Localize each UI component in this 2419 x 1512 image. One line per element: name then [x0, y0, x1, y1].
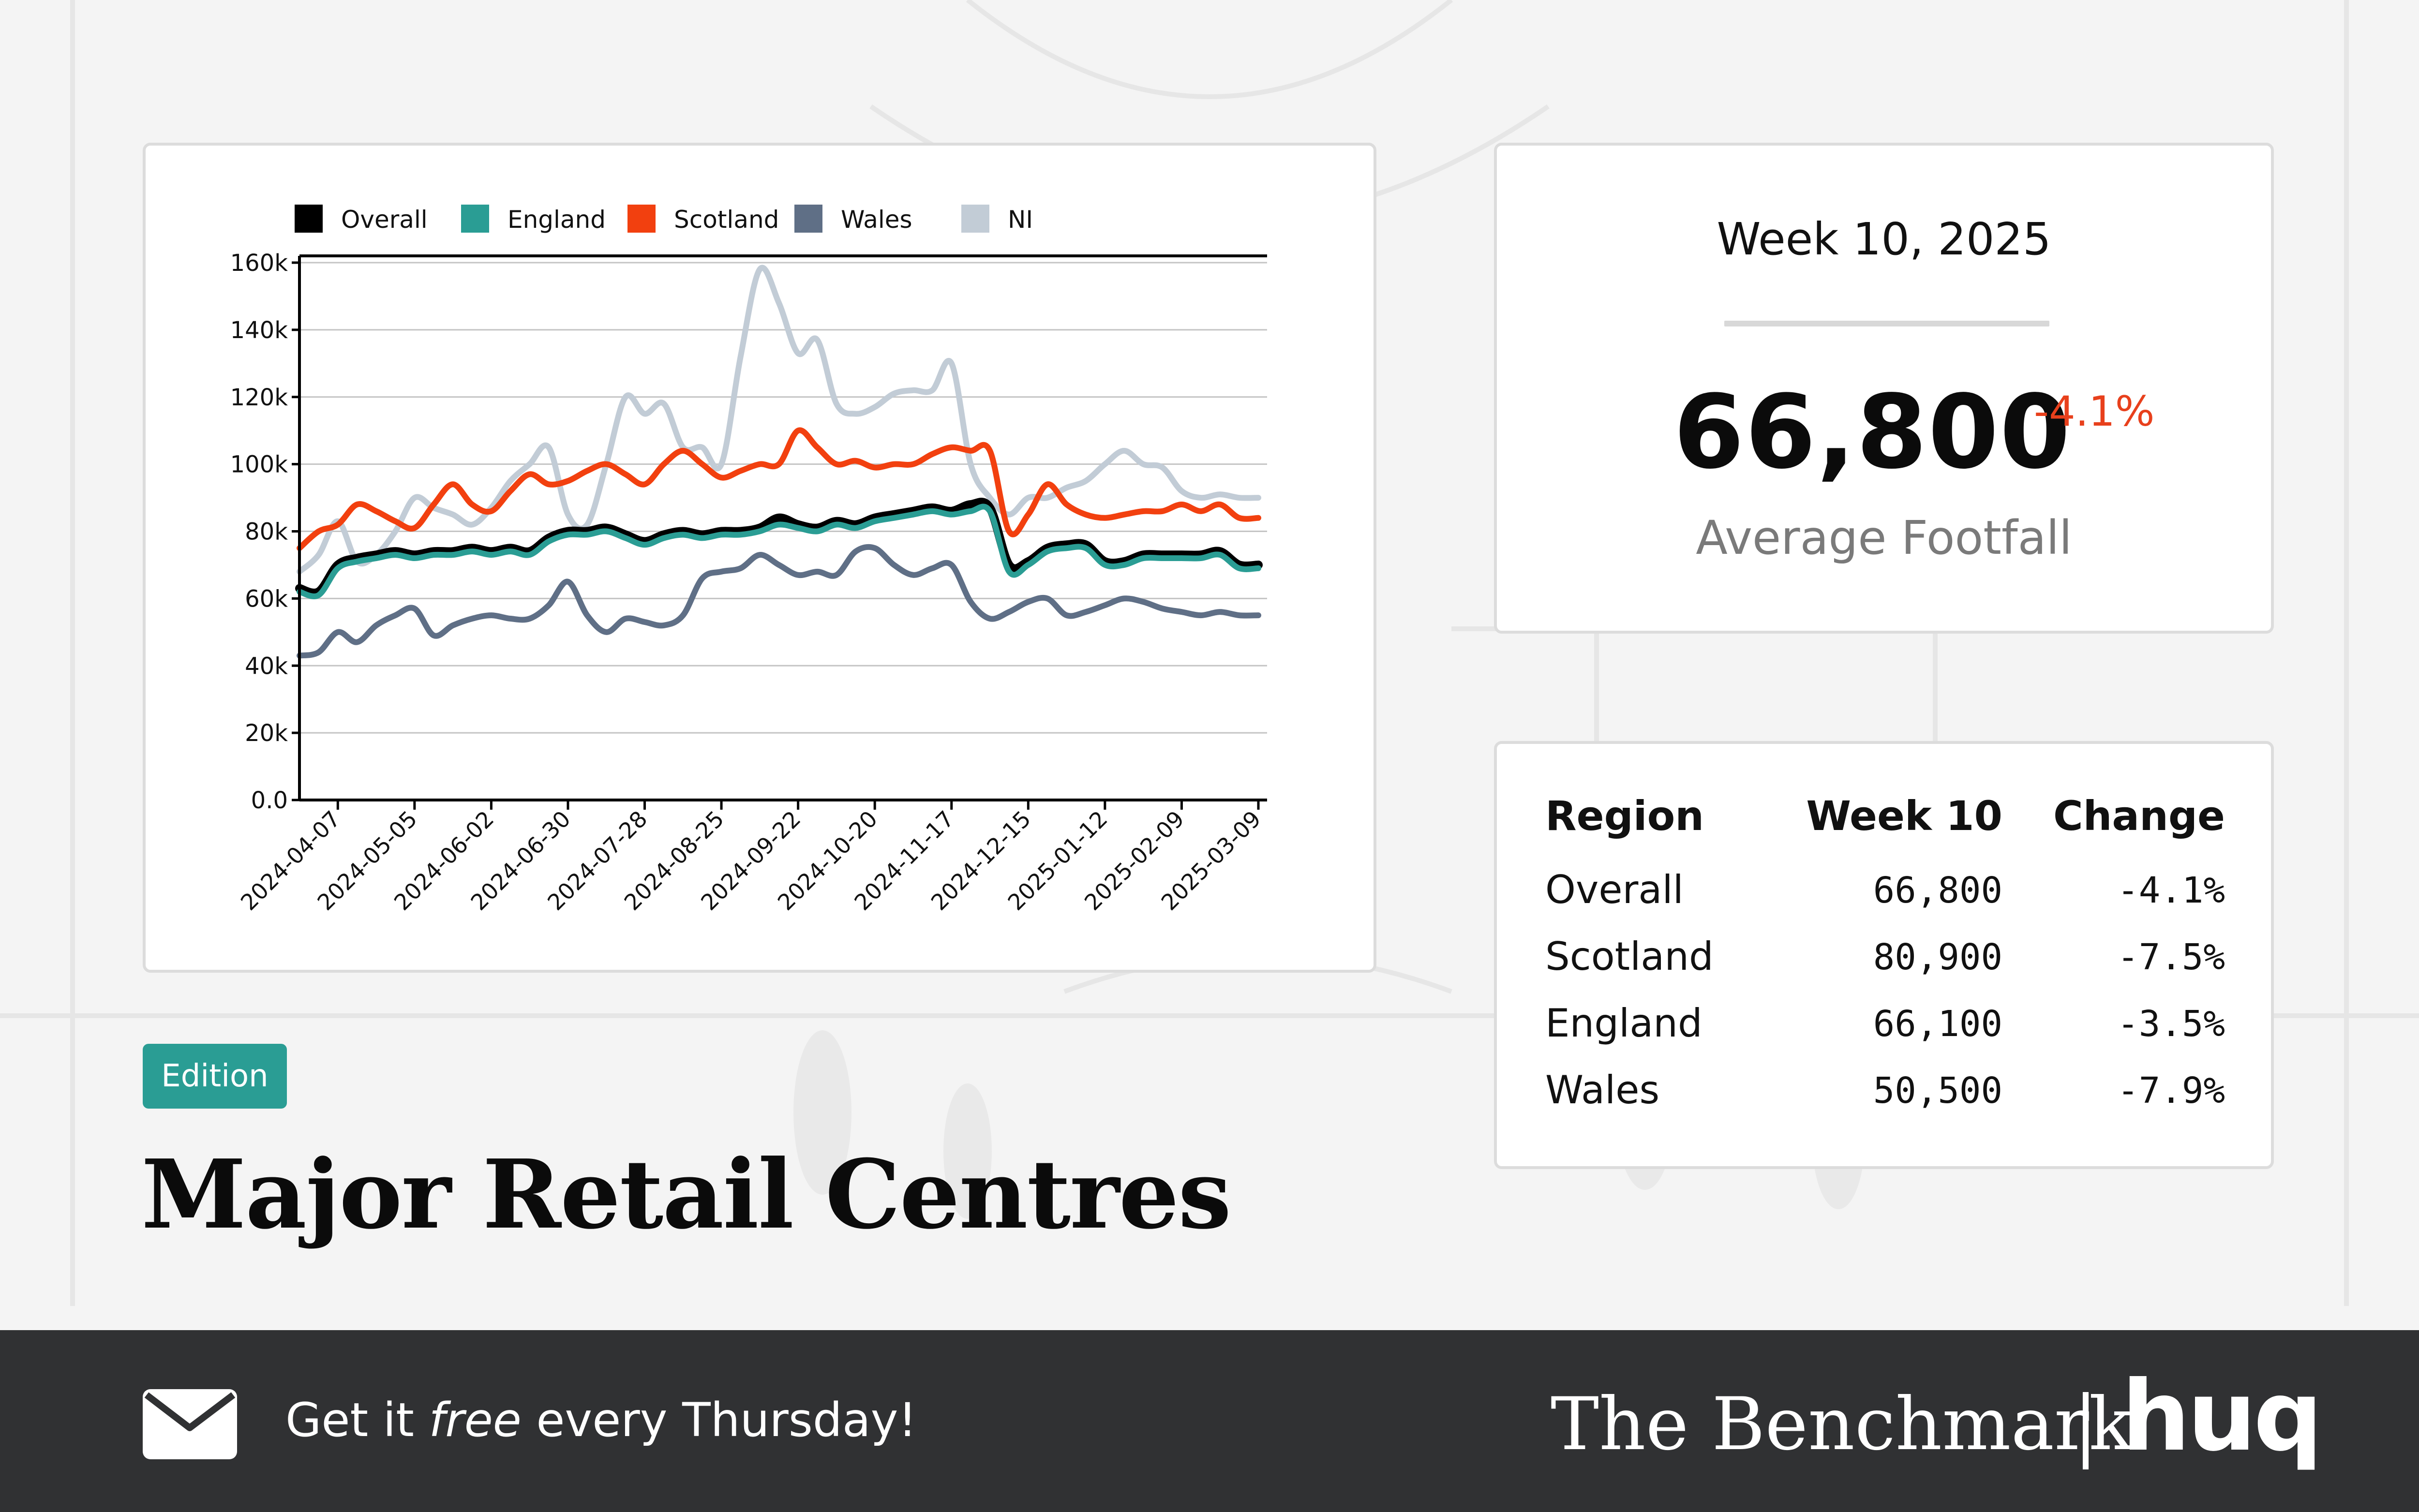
region-table-card: Region Week 10 Change Overall 66,800 -4.…	[1494, 741, 2274, 1169]
y-tick-label: 0.0	[251, 787, 288, 814]
y-tick-label: 140k	[230, 317, 288, 344]
table-header-region: Region	[1545, 792, 1704, 840]
table-row-region: Wales	[1545, 1067, 1660, 1112]
kpi-divider	[1724, 321, 2049, 326]
chart-card: 0.0 20k 40k 60k 80k 100k 120k 140k 160k 2024-04-0…	[143, 143, 1376, 973]
legend-swatch-scotland	[627, 205, 656, 233]
legend-swatch-wales	[794, 205, 822, 233]
table-row-week: 66,800	[1873, 870, 2002, 911]
series-line-wales	[297, 544, 1261, 659]
y-tick-label: 160k	[230, 250, 288, 277]
table-header-change: Change	[2053, 792, 2225, 840]
series-line-ni	[297, 265, 1261, 575]
tagline-post: every Thursday!	[521, 1393, 917, 1447]
brand-name: The Benchmark	[1551, 1382, 2133, 1467]
page-title: Major Retail Centres	[141, 1139, 1231, 1250]
legend: Overall England Scotland Wales NI	[295, 205, 1033, 234]
footer-bar: Get it free every Thursday! The Benchmar…	[0, 1330, 2419, 1512]
kpi-label: Average Footfall	[1696, 511, 2072, 565]
table-row-week: 66,100	[1873, 1003, 2002, 1045]
axes: 0.020k40k60k80k100k120k140k160k2024-04-0…	[230, 250, 1267, 916]
legend-label-ni: NI	[1008, 206, 1033, 234]
table-header-week: Week 10	[1806, 792, 2002, 840]
series-line-england	[297, 504, 1261, 599]
y-tick-label: 120k	[230, 384, 288, 411]
gridlines	[299, 262, 1267, 734]
y-tick-label: 40k	[245, 652, 288, 680]
kpi-week-label: Week 10, 2025	[1717, 213, 2051, 265]
y-tick-label: 60k	[245, 585, 288, 612]
series-lines	[295, 265, 1263, 659]
table-row-region: Scotland	[1545, 934, 1714, 979]
footfall-line-chart: 0.020k40k60k80k100k120k140k160k2024-04-0…	[230, 205, 1267, 916]
tagline-free: free	[429, 1393, 522, 1447]
newsletter-tagline[interactable]: Get it free every Thursday!	[285, 1393, 917, 1447]
table-row-week: 50,500	[1873, 1070, 2002, 1112]
legend-label-england: England	[508, 206, 606, 234]
legend-label-wales: Wales	[841, 206, 912, 234]
brand-separator	[2083, 1392, 2089, 1469]
table-row-change: -4.1%	[2117, 870, 2225, 911]
table-row-week: 80,900	[1873, 936, 2002, 978]
table-row-change: -3.5%	[2117, 1003, 2225, 1045]
kpi-change: -4.1%	[2034, 387, 2155, 436]
legend-swatch-ni	[961, 205, 989, 233]
table-row-change: -7.9%	[2117, 1070, 2225, 1112]
huq-logo: huq	[2121, 1360, 2323, 1473]
kpi-value: 66,800	[1673, 373, 2072, 491]
table-row-region: England	[1545, 1001, 1702, 1046]
y-tick-label: 100k	[230, 451, 288, 478]
legend-label-overall: Overall	[341, 206, 428, 234]
y-tick-label: 80k	[245, 519, 288, 546]
tagline-pre: Get it	[285, 1393, 429, 1447]
mail-icon[interactable]	[143, 1389, 237, 1459]
series-line-scotland	[297, 427, 1261, 551]
legend-label-scotland: Scotland	[674, 206, 779, 234]
edition-badge: Edition	[143, 1044, 287, 1109]
y-tick-label: 20k	[245, 720, 288, 747]
kpi-card: Week 10, 2025 66,800 -4.1% Average Footf…	[1494, 143, 2274, 634]
table-row-change: -7.5%	[2117, 936, 2225, 978]
legend-swatch-england	[461, 205, 489, 233]
legend-swatch-overall	[295, 205, 323, 233]
table-row-region: Overall	[1545, 867, 1684, 912]
